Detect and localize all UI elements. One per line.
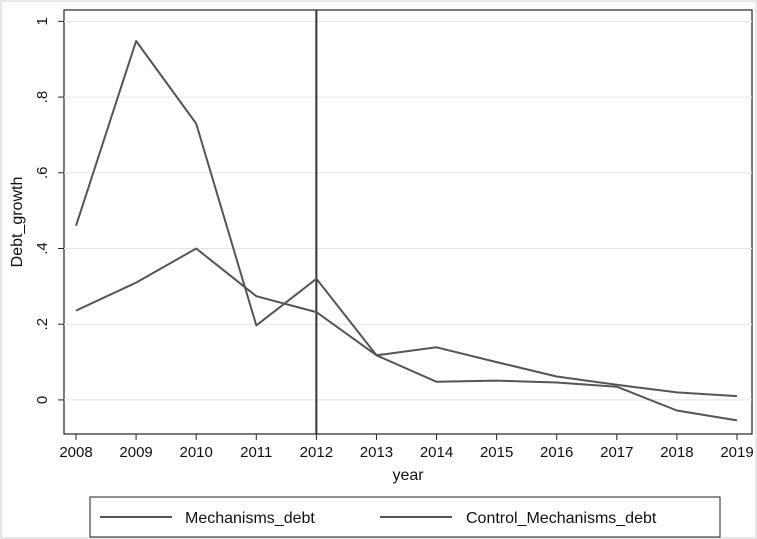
legend: Mechanisms_debt Control_Mechanisms_debt <box>89 496 721 538</box>
x-tick-label: 2011 <box>240 444 272 461</box>
x-tick-label: 2010 <box>179 444 212 461</box>
legend-label-mechanisms-debt: Mechanisms_debt <box>185 510 315 527</box>
series-line-control-mechanisms-debt <box>75 247 738 398</box>
y-tick-label: 0 <box>34 396 51 404</box>
y-tick-label: .4 <box>34 242 51 255</box>
x-tick-label: 2018 <box>660 444 693 461</box>
x-tick-label: 2017 <box>600 444 633 461</box>
y-tick-label: .2 <box>34 318 51 331</box>
series-line-mechanisms-debt <box>75 40 738 422</box>
x-tick-label: 2014 <box>420 444 453 461</box>
grid-lines <box>64 20 752 401</box>
y-tick-label: .6 <box>34 167 51 180</box>
x-tick-label: 2019 <box>720 444 753 461</box>
x-tick-label: 2009 <box>119 444 152 461</box>
y-tick-label: .8 <box>34 91 51 104</box>
y-axis: 0 .2 .4 .6 .8 1 <box>34 17 64 404</box>
x-tick-label: 2013 <box>360 444 393 461</box>
x-axis: 2008 2009 2010 2011 2012 2013 2014 2015 2016 2017… <box>59 434 754 461</box>
x-axis-title: year <box>392 467 424 484</box>
x-tick-label: 2015 <box>480 444 513 461</box>
plot-area <box>63 9 753 435</box>
y-tick-label: 1 <box>34 17 51 25</box>
x-tick-label: 2012 <box>300 444 333 461</box>
series-layer <box>75 40 738 422</box>
x-tick-label: 2008 <box>59 444 92 461</box>
y-axis-title: Debt_growth <box>9 177 26 268</box>
x-tick-label: 2016 <box>540 444 573 461</box>
legend-label-control-mechanisms-debt: Control_Mechanisms_debt <box>466 510 657 527</box>
